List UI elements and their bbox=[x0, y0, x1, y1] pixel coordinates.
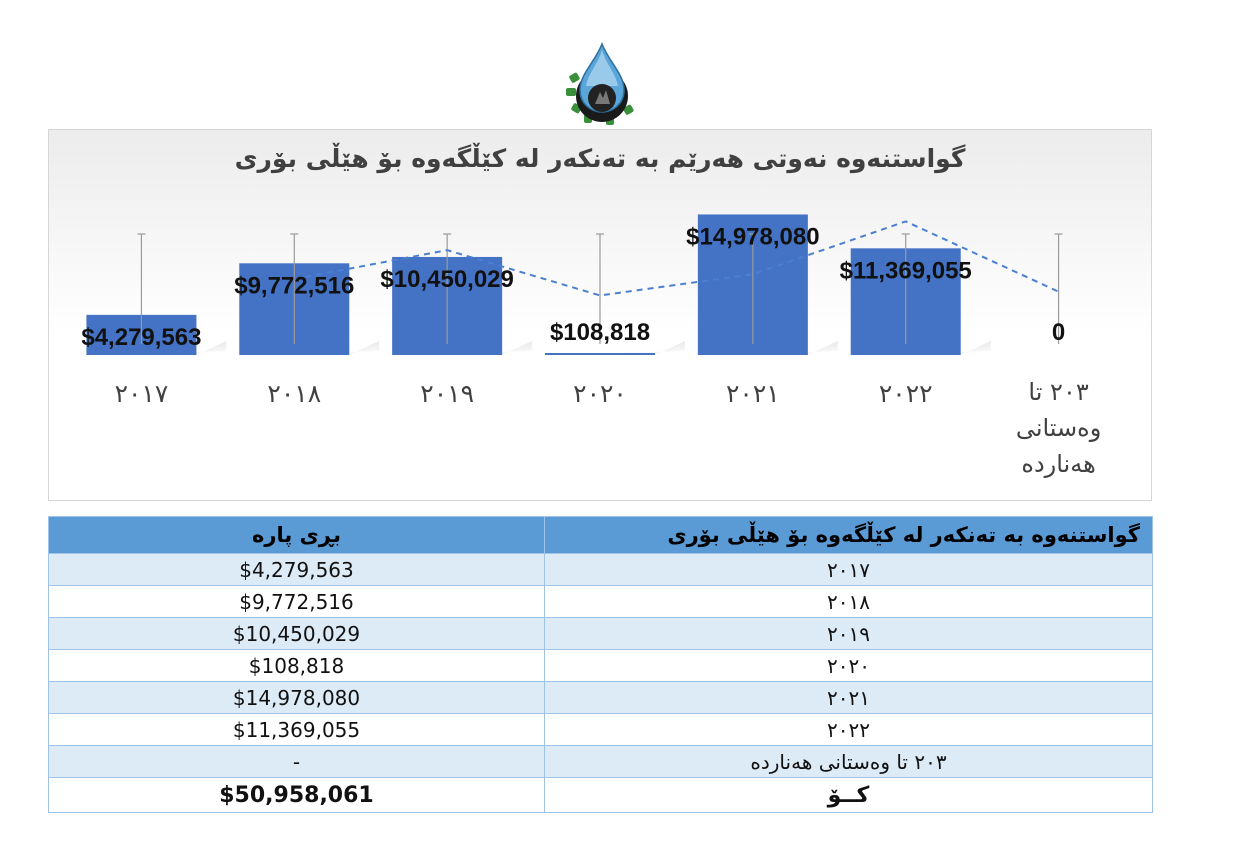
data-label: $9,772,516 bbox=[234, 272, 354, 299]
label-cell: ٢٠٢٠ bbox=[544, 649, 1153, 682]
category-label: ٢٠١٨ bbox=[267, 379, 321, 408]
data-label: $14,978,080 bbox=[686, 223, 819, 250]
table-row: $11,369,055 ٢٠٢٢ bbox=[48, 713, 1153, 746]
amount-cell: $9,772,516 bbox=[48, 585, 545, 618]
data-label: $108,818 bbox=[550, 319, 650, 346]
table-row: $9,772,516 ٢٠١٨ bbox=[48, 585, 1153, 618]
label-cell: ٢٠١٩ bbox=[544, 617, 1153, 650]
table-body: $4,279,563 ٢٠١٧ $9,772,516 ٢٠١٨ $10,450,029 ٢… bbox=[48, 553, 1153, 813]
table-row: $108,818 ٢٠٢٠ bbox=[48, 649, 1153, 682]
total-row: $50,958,061 کــۆ bbox=[48, 777, 1153, 813]
header-label: گواستنەوە بە تەنکەر لە کێڵگەوە بۆ هێڵی ب… bbox=[544, 516, 1153, 554]
category-label: ٢٠١٧ bbox=[115, 379, 169, 408]
amount-cell: $14,978,080 bbox=[48, 681, 545, 714]
label-cell: ٢٠٣ تا وەستانی هەناردە bbox=[544, 745, 1153, 778]
table-header-row: بڕی پارە گواستنەوە بە تەنکەر لە کێڵگەوە … bbox=[48, 516, 1153, 554]
bar bbox=[545, 353, 655, 355]
amount-cell: $10,450,029 bbox=[48, 617, 545, 650]
category-label: ٢٠١٩ bbox=[420, 379, 474, 408]
category-label: ٢٠٢٢ bbox=[879, 379, 933, 408]
table-row: $10,450,029 ٢٠١٩ bbox=[48, 617, 1153, 650]
chart-title: گواستنەوە نەوتی هەرێم بە تەنکەر لە کێڵگە… bbox=[234, 144, 966, 173]
total-amount: $50,958,061 bbox=[48, 777, 545, 813]
amount-cell: $4,279,563 bbox=[48, 553, 545, 586]
bar-chart: $4,279,563 $9,772,516 $10,450,029 $108,818 $… bbox=[81, 214, 1102, 478]
amount-cell: - bbox=[48, 745, 545, 778]
label-cell: ٢٠١٧ bbox=[544, 553, 1153, 586]
amount-cell: $11,369,055 bbox=[48, 713, 545, 746]
table-row: $14,978,080 ٢٠٢١ bbox=[48, 681, 1153, 714]
label-cell: ٢٠٢٢ bbox=[544, 713, 1153, 746]
amount-cell: $108,818 bbox=[48, 649, 545, 682]
data-label: 0 bbox=[1052, 319, 1065, 346]
data-table: بڕی پارە گواستنەوە بە تەنکەر لە کێڵگەوە … bbox=[48, 516, 1153, 813]
category-label: ٢٠٢١ bbox=[726, 379, 780, 408]
oil-drop-gear-icon bbox=[566, 41, 634, 125]
total-label: کــۆ bbox=[544, 777, 1153, 813]
table-row: -٢٠٣ تا وەستانی هەناردە bbox=[48, 745, 1153, 778]
data-label: $10,450,029 bbox=[380, 266, 513, 293]
table-row: $4,279,563 ٢٠١٧ bbox=[48, 553, 1153, 586]
chart-panel: گواستنەوە نەوتی هەرێم بە تەنکەر لە کێڵگە… bbox=[48, 129, 1152, 501]
data-label: $11,369,055 bbox=[840, 257, 972, 284]
logo bbox=[562, 40, 642, 126]
header-amount: بڕی پارە bbox=[48, 516, 545, 554]
label-cell: ٢٠١٨ bbox=[544, 585, 1153, 618]
category-label: ٢٠٢٠ bbox=[573, 379, 627, 408]
category-label: ٢٠٣ تا وەستانی هەناردە bbox=[1016, 378, 1102, 478]
label-cell: ٢٠٢١ bbox=[544, 681, 1153, 714]
data-label: $4,279,563 bbox=[81, 324, 201, 351]
